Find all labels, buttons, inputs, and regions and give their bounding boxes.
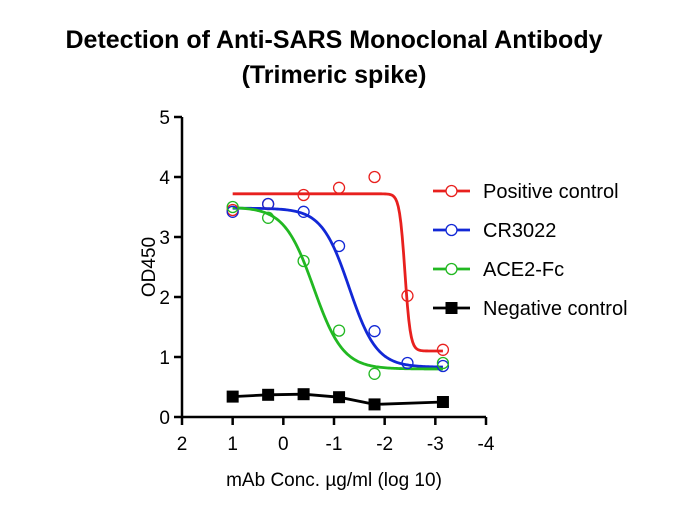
data-point [297, 388, 310, 401]
fit-curve [232, 192, 443, 353]
data-point [332, 239, 346, 253]
legend-label: Positive control [483, 181, 619, 203]
x-tick-label: -4 [478, 434, 495, 455]
data-point [368, 398, 381, 411]
data-point [297, 254, 310, 268]
data-point [226, 205, 239, 218]
legend-label: CR3022 [483, 220, 556, 242]
x-tick-label: -2 [376, 434, 393, 455]
data-point [226, 390, 239, 403]
y-tick-label: 4 [159, 168, 170, 189]
data-point [368, 367, 381, 380]
legend-marker [445, 184, 458, 198]
data-point [436, 396, 449, 408]
y-tick-label: 2 [159, 288, 170, 309]
legend: Positive control CR3022 ACE2-Fc Negative co… [433, 181, 628, 320]
legend-marker [445, 302, 458, 314]
data-point [333, 391, 346, 404]
legend-label: ACE2-Fc [483, 259, 564, 281]
data-point [436, 343, 450, 356]
data-point [297, 205, 310, 218]
data-point [401, 289, 414, 302]
y-tick-label: 0 [159, 408, 170, 429]
x-axis-label: mAb Conc. µg/ml (log 10) [226, 470, 442, 491]
y-tick-label: 5 [159, 108, 170, 129]
x-tick-label: -1 [326, 434, 343, 455]
data-point [436, 359, 450, 373]
x-tick-label: 2 [177, 434, 188, 455]
axes: 0 1 2 3 4 5 2 1 0 -1 -2 -3 -4 [159, 108, 494, 455]
data-point [261, 211, 275, 224]
data-point [368, 170, 381, 184]
data-point [226, 200, 239, 214]
fit-curve [232, 206, 443, 371]
y-axis-label: OD450 [139, 237, 160, 297]
data-points [226, 170, 450, 411]
x-tick-label: -3 [427, 434, 444, 455]
data-point [332, 324, 346, 337]
legend-marker [445, 262, 458, 276]
data-point [368, 325, 381, 338]
y-tick-label: 3 [159, 228, 170, 249]
x-tick-label: 1 [227, 434, 238, 455]
data-point [436, 356, 450, 370]
data-point [401, 356, 414, 370]
data-point [297, 188, 310, 202]
chart-title: Detection of Anti-SARS Monoclonal Antibo… [66, 26, 603, 54]
data-point [332, 181, 346, 194]
y-tick-label: 1 [159, 348, 170, 369]
x-tick-label: 0 [278, 434, 289, 455]
fit-curve [232, 206, 443, 369]
data-point [262, 388, 275, 401]
legend-marker [445, 223, 458, 237]
chart-subtitle: (Trimeric spike) [242, 61, 427, 89]
data-point [261, 197, 275, 211]
legend-label: Negative control [483, 298, 628, 320]
